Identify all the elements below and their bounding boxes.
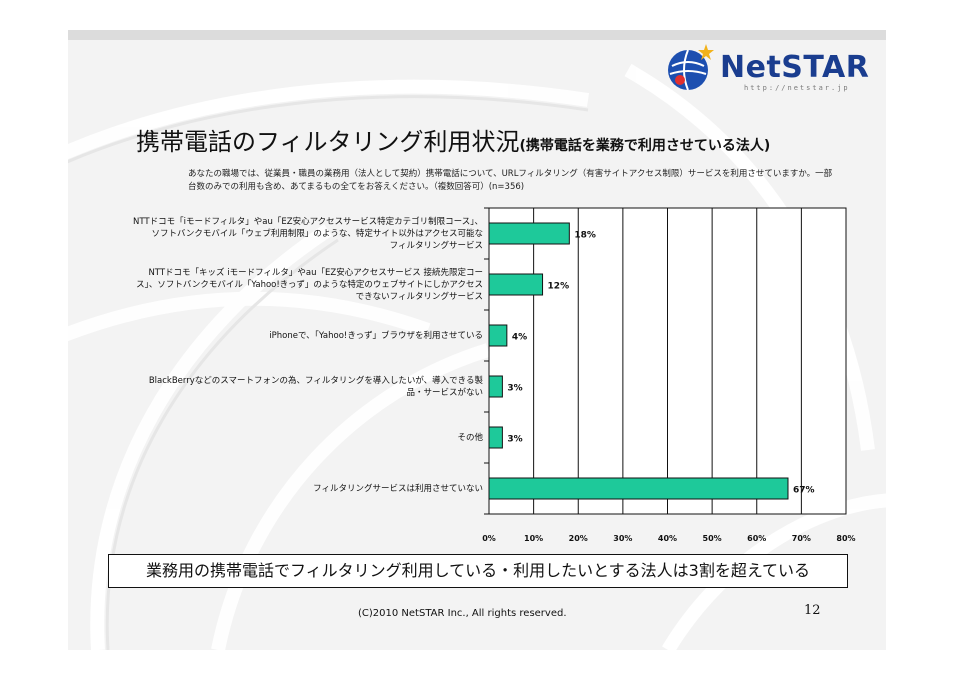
- bar: [488, 222, 570, 245]
- value-label: 18%: [574, 231, 596, 241]
- value-label: 3%: [507, 384, 522, 394]
- x-tick-label: 70%: [792, 534, 811, 543]
- category-label-line: その他: [457, 432, 483, 443]
- category-label-line: NTTドコモ「iモードフィルタ」やau「EZ安心アクセスサービス特定カテゴリ制限…: [133, 216, 483, 227]
- x-tick-label: 40%: [658, 534, 677, 543]
- title-main: 携帯電話のフィルタリング利用状況: [136, 128, 520, 156]
- bar: [488, 324, 508, 347]
- page-number: 12: [804, 603, 821, 618]
- category-label-line: フィルタリングサービスは利用させていない: [313, 483, 483, 494]
- category-label-line: 品・サービスがない: [406, 387, 483, 398]
- bar-chart: 0% 10% 20% 30% 40% 50% 60% 70% 80% 18% 12% 4% 3% 3% 67…: [482, 207, 856, 543]
- top-band: [68, 30, 886, 40]
- category-label-line: BlackBerryなどのスマートフォンの為、フィルタリングを導入したいが、導入…: [148, 375, 483, 386]
- category-label-line: ス」、ソフトバンクモバイル「Yahoo!きっず」のような特定のウェブサイトにしか…: [136, 279, 483, 290]
- value-label: 12%: [548, 282, 570, 292]
- bar: [488, 426, 503, 449]
- category-label: BlackBerryなどのスマートフォンの為、フィルタリングを導入したいが、導入…: [78, 375, 483, 399]
- x-tick-label: 60%: [747, 534, 766, 543]
- category-label-line: できないフィルタリングサービス: [355, 291, 483, 302]
- x-tick-label: 80%: [836, 534, 855, 543]
- bar: [488, 375, 503, 398]
- bar: [488, 273, 544, 296]
- value-label: 3%: [507, 435, 522, 445]
- value-label: 4%: [512, 333, 527, 343]
- category-label: NTTドコモ「キッズ iモードフィルタ」やau「EZ安心アクセスサービス 接続先…: [78, 267, 483, 303]
- x-tick-label: 20%: [569, 534, 588, 543]
- x-tick-label: 0%: [482, 534, 496, 543]
- x-tick-label: 10%: [524, 534, 543, 543]
- category-label: iPhoneで、「Yahoo!きっず」ブラウザを利用させている: [78, 330, 483, 342]
- x-tick-label: 30%: [613, 534, 632, 543]
- page-title: 携帯電話のフィルタリング利用状況(携帯電話を業務で利用させている法人): [136, 122, 770, 157]
- logo-url: http://netstar.jp: [744, 84, 850, 92]
- category-label-line: iPhoneで、「Yahoo!きっず」ブラウザを利用させている: [269, 330, 483, 341]
- bar: [488, 477, 789, 500]
- category-label: フィルタリングサービスは利用させていない: [78, 483, 483, 495]
- x-tick-label: 50%: [703, 534, 722, 543]
- value-label: 67%: [793, 486, 815, 496]
- category-label: NTTドコモ「iモードフィルタ」やau「EZ安心アクセスサービス特定カテゴリ制限…: [78, 216, 483, 252]
- conclusion-box: 業務用の携帯電話でフィルタリング利用している・利用したいとする法人は3割を超えて…: [108, 554, 848, 588]
- category-label-line: ソフトバンクモバイル「ウェブ利用制限」のような、特定サイト以外はアクセス可能な: [151, 228, 483, 239]
- globe-logo-icon: [668, 44, 714, 91]
- category-label: その他: [78, 432, 483, 444]
- netstar-logo: NetSTAR http://netstar.jp: [662, 38, 872, 98]
- category-label-line: NTTドコモ「キッズ iモードフィルタ」やau「EZ安心アクセスサービス 接続先…: [148, 267, 483, 278]
- survey-question: あなたの職場では、従業員・職員の業務用（法人として契約）携帯電話について、URL…: [188, 169, 833, 192]
- slide: NetSTAR http://netstar.jp 携帯電話のフィルタリング利用…: [68, 30, 886, 650]
- copyright: (C)2010 NetSTAR Inc., All rights reserve…: [358, 608, 567, 619]
- category-label-line: フィルタリングサービス: [389, 240, 483, 251]
- title-sub: (携帯電話を業務で利用させている法人): [519, 138, 771, 154]
- logo-text: NetSTAR: [720, 50, 870, 85]
